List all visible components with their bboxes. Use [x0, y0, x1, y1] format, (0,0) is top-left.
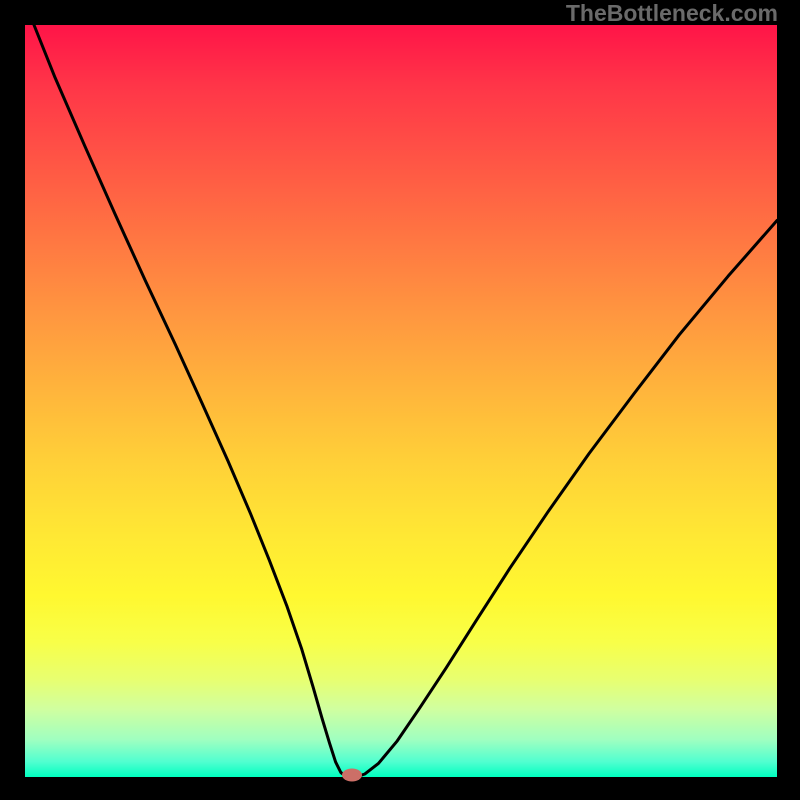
chart-container: TheBottleneck.com: [0, 0, 800, 800]
plot-area: [25, 25, 777, 777]
optimal-marker: [342, 768, 362, 781]
watermark-text: TheBottleneck.com: [566, 0, 778, 27]
